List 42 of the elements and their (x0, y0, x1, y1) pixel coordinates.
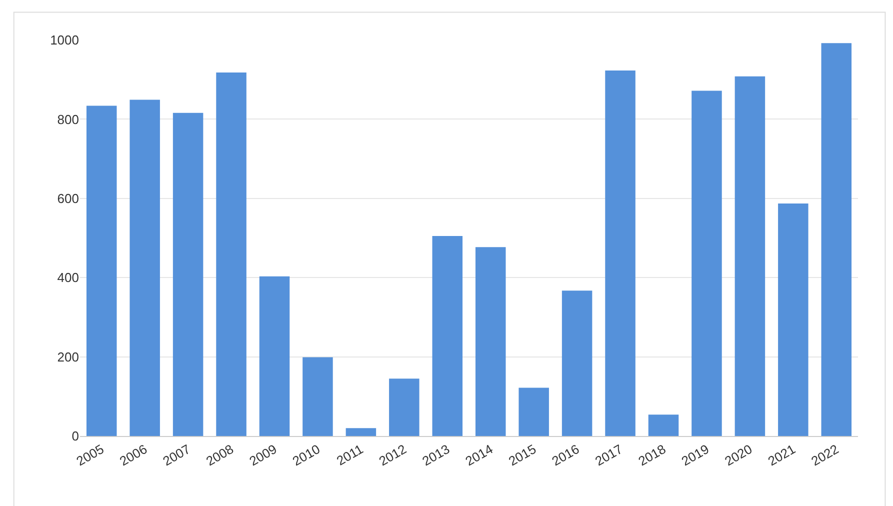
bar (259, 276, 290, 436)
bar (475, 247, 506, 436)
x-tick-label: 2015 (506, 441, 539, 469)
x-tick-label: 2005 (74, 441, 106, 469)
x-tick-label: 2007 (160, 441, 193, 469)
bar (605, 70, 636, 436)
bar (216, 72, 246, 436)
bar (648, 414, 679, 436)
x-tick-label: 2009 (246, 441, 280, 469)
x-tick-label: 2016 (549, 441, 582, 469)
y-tick-label: 0 (72, 428, 79, 444)
bar (432, 236, 463, 436)
y-tick-label: 200 (57, 349, 79, 364)
bar (346, 428, 376, 436)
bar (86, 106, 117, 436)
bar (562, 290, 592, 436)
x-tick-label: 2022 (808, 441, 842, 469)
x-tick-label: 2019 (678, 441, 712, 469)
bar (302, 357, 333, 436)
x-tick-label: 2017 (592, 441, 626, 469)
bar (130, 100, 160, 436)
y-tick-label: 400 (57, 270, 79, 286)
bar (172, 112, 204, 436)
x-tick-label: 2013 (420, 441, 452, 469)
x-tick-label: 2018 (636, 441, 668, 469)
bar (734, 76, 766, 436)
x-tick-label: 2011 (334, 441, 366, 468)
y-tick-label: 600 (57, 190, 79, 206)
x-tick-label: 2010 (290, 441, 322, 469)
bar (778, 204, 808, 436)
bar (518, 388, 549, 436)
bar (692, 90, 722, 436)
x-tick-label: 2012 (376, 441, 409, 469)
x-tick-label: 2020 (722, 441, 755, 469)
x-tick-label: 2021 (765, 441, 798, 469)
x-tick-label: 2006 (117, 441, 150, 469)
x-tick-label: 2008 (203, 441, 236, 469)
y-tick-label: 800 (57, 112, 79, 127)
bar (389, 378, 420, 436)
bar (821, 43, 852, 436)
x-tick-label: 2014 (462, 441, 496, 469)
y-tick-label: 1000 (50, 32, 79, 48)
